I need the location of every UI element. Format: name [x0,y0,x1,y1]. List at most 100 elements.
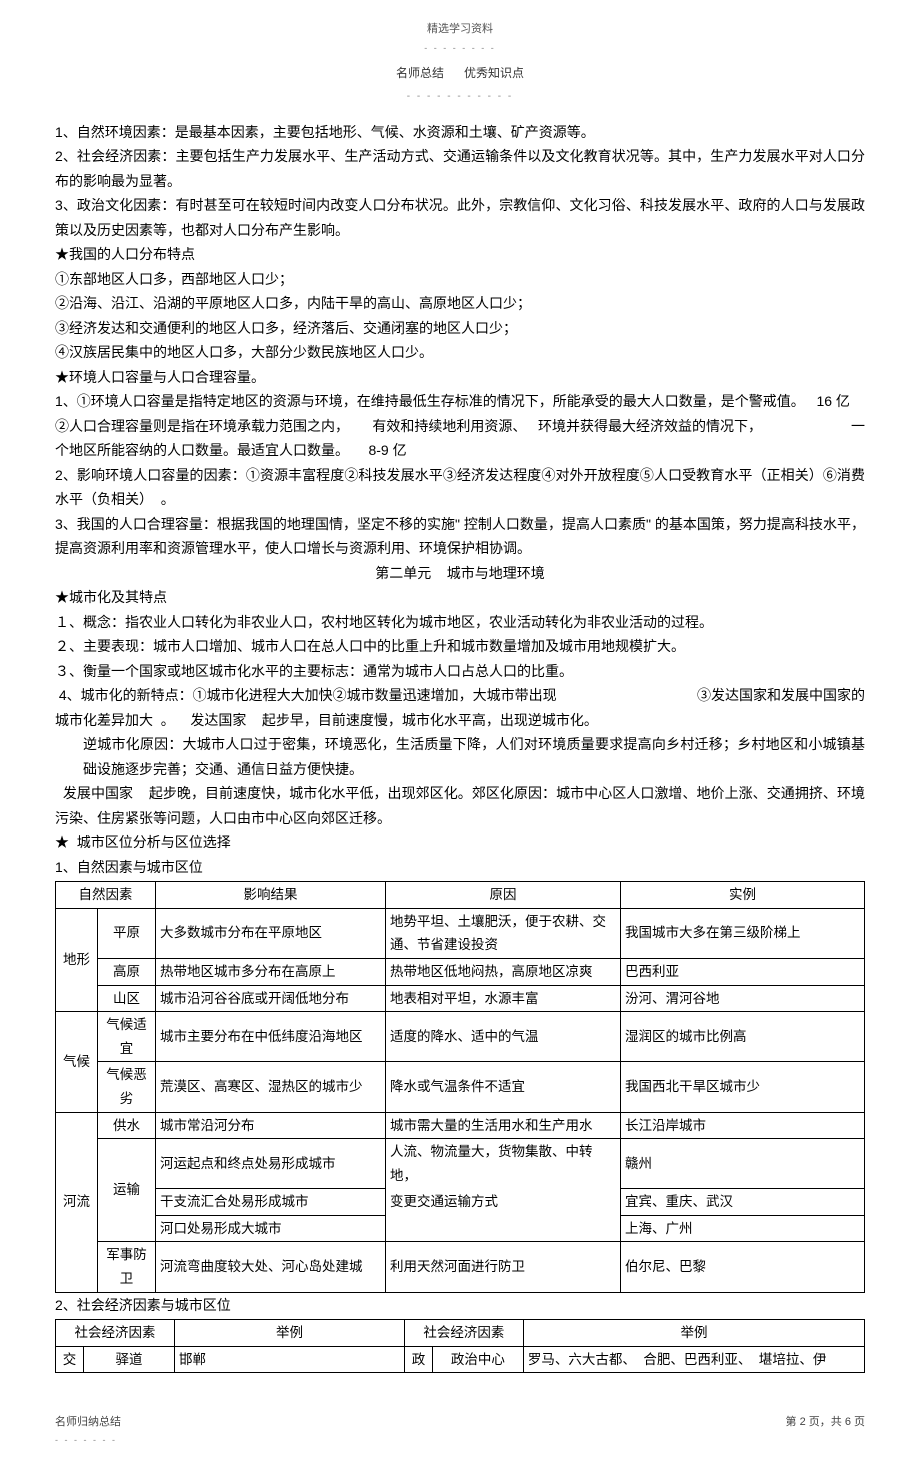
l1: ①东部地区人口多，西部地区人口少； [55,267,865,292]
footer-left-dots: - - - - - - - [55,1433,121,1449]
cell: 地表相对平坦，水源丰富 [386,985,621,1012]
cell: 运输 [98,1139,156,1242]
table-row: 干支流汇合处易形成城市 变更交通运输方式 宜宾、重庆、武汉 [56,1189,865,1216]
cell: 我国西北干旱区城市少 [621,1062,865,1112]
table-row: 山区 城市沿河谷谷底或开阔低地分布 地表相对平坦，水源丰富 汾河、渭河谷地 [56,985,865,1012]
table-row: 高原 热带地区城市多分布在高原上 热带地区低地闷热，高原地区凉爽 巴西利亚 [56,958,865,985]
u4b: 城市化差异加大 。 发达国家 起步早，目前速度慢，城市化水平高，出现逆城市化。 [55,708,865,733]
t1h: 1、自然因素与城市区位 [55,855,865,880]
h3: ★城市化及其特点 [55,585,865,610]
th: 举例 [174,1320,404,1347]
cell: 气候适宜 [98,1012,156,1062]
cell: 利用天然河面进行防卫 [386,1242,621,1292]
p5-line: ②人口合理容量则是指在环境承载力范围之内， 有效和持续地利用资源、 环境并获得最… [55,414,865,439]
top-meta-label: 精选学习资料 [55,20,865,39]
table-row: 社会经济因素 举例 社会经济因素 举例 [56,1320,865,1347]
cell: 人流、物流量大，货物集散、中转地， [386,1139,621,1189]
cell: 平原 [98,908,156,958]
table-row: 交 驿道 邯郸 政 政治中心 罗马、六大古都、 合肥、巴西利亚、 堪培拉、伊 [56,1346,865,1373]
cell: 地形 [56,908,98,1012]
cell: 湿润区的城市比例高 [621,1012,865,1062]
table-row: 运输 河运起点和终点处易形成城市 人流、物流量大，货物集散、中转地， 赣州 [56,1139,865,1189]
header-line: 名师总结 优秀知识点 [55,63,865,84]
footer-left-text: 名师归纳总结 [55,1413,121,1432]
l4: ④汉族居民集中的地区人口多，大部分少数民族地区人口少。 [55,340,865,365]
h2: ★环境人口容量与人口合理容量。 [55,365,865,390]
u3: ３、衡量一个国家或地区城市化水平的主要标志：通常为城市人口占总人口的比重。 [55,659,865,684]
h4: ★ 城市区位分析与区位选择 [55,830,865,855]
th-effect: 影响结果 [156,882,386,909]
th: 举例 [523,1320,864,1347]
knowledge-points: 优秀知识点 [464,66,524,80]
u6: 发展中国家 起步晚，目前速度快，城市化水平低，出现郊区化。郊区化原因：城市中心区… [55,781,865,830]
cell: 邯郸 [174,1346,404,1373]
table-social-factors: 社会经济因素 举例 社会经济因素 举例 交 驿道 邯郸 政 政治中心 罗马、六大… [55,1319,865,1373]
cell: 伯尔尼、巴黎 [621,1242,865,1292]
cell: 热带地区低地闷热，高原地区凉爽 [386,958,621,985]
p5b: 个地区所能容纳的人口数量。最适宜人口数量。 8-9 亿 [55,438,865,463]
section-2-title: 第二单元 城市与地理环境 [55,561,865,586]
cell: 河流弯曲度较大处、河心岛处建城 [156,1242,386,1292]
p1: 1、自然环境因素：是最基本因素，主要包括地形、气候、水资源和土壤、矿产资源等。 [55,120,865,145]
cell: 山区 [98,985,156,1012]
cell: 宜宾、重庆、武汉 [621,1189,865,1216]
l3: ③经济发达和交通便利的地区人口多，经济落后、交通闭塞的地区人口少； [55,316,865,341]
cell: 上海、广州 [621,1215,865,1242]
table-row: 军事防卫 河流弯曲度较大处、河心岛处建城 利用天然河面进行防卫 伯尔尼、巴黎 [56,1242,865,1292]
u4-right: ③发达国家和发展中国家的 [697,683,865,708]
table-row: 自然因素 影响结果 原因 实例 [56,882,865,909]
cell: 军事防卫 [98,1242,156,1292]
cell: 气候恶劣 [98,1062,156,1112]
cell: 城市需大量的生活用水和生产用水 [386,1112,621,1139]
table-natural-factors: 自然因素 影响结果 原因 实例 地形 平原 大多数城市分布在平原地区 地势平坦、… [55,881,865,1293]
main-content: 1、自然环境因素：是最基本因素，主要包括地形、气候、水资源和土壤、矿产资源等。 … [55,120,865,1374]
u1: １、概念：指农业人口转化为非农业人口，农村地区转化为城市地区，农业活动转化为非农… [55,610,865,635]
table-row: 地形 平原 大多数城市分布在平原地区 地势平坦、土壤肥沃，便于农耕、交通、节省建… [56,908,865,958]
cell: 河流 [56,1112,98,1292]
cell: 干支流汇合处易形成城市 [156,1189,386,1216]
h1: ★我国的人口分布特点 [55,242,865,267]
page-footer: 名师归纳总结 - - - - - - - 第 2 页，共 6 页 [55,1413,865,1448]
cell: 罗马、六大古都、 合肥、巴西利亚、 堪培拉、伊 [523,1346,864,1373]
cell: 荒漠区、高寒区、湿热区的城市少 [156,1062,386,1112]
u4-line: 4、城市化的新特点：①城市化进程大大加快②城市数量迅速增加，大城市带出现 ③发达… [55,683,865,708]
cell: 降水或气温条件不适宜 [386,1062,621,1112]
cell: 高原 [98,958,156,985]
th-factor: 自然因素 [56,882,156,909]
cell: 巴西利亚 [621,958,865,985]
p4a: 1、①环境人口容量是指特定地区的资源与环境，在维持最低生存标准的情况下，所能承受… [55,389,865,414]
p5-left: ②人口合理容量则是指在环境承载力范围之内， 有效和持续地利用资源、 环境并获得最… [55,414,762,439]
cell: 大多数城市分布在平原地区 [156,908,386,958]
th-reason: 原因 [386,882,621,909]
cell: 城市常沿河分布 [156,1112,386,1139]
th-example: 实例 [621,882,865,909]
cell: 城市主要分布在中低纬度沿海地区 [156,1012,386,1062]
cell: 适度的降水、适中的气温 [386,1012,621,1062]
table-row: 气候恶劣 荒漠区、高寒区、湿热区的城市少 降水或气温条件不适宜 我国西北干旱区城… [56,1062,865,1112]
cell: 驿道 [84,1346,175,1373]
th: 社会经济因素 [56,1320,175,1347]
p6: 2、影响环境人口容量的因素：①资源丰富程度②科技发展水平③经济发达程度④对外开放… [55,463,865,512]
cell: 变更交通运输方式 [386,1189,621,1242]
p5-right: 一 [851,414,865,439]
cell: 汾河、渭河谷地 [621,985,865,1012]
table-row: 河流 供水 城市常沿河分布 城市需大量的生活用水和生产用水 长江沿岸城市 [56,1112,865,1139]
u2: ２、主要表现：城市人口增加、城市人口在总人口中的比重上升和城市数量增加及城市用地… [55,634,865,659]
p2: 2、社会经济因素：主要包括生产力发展水平、生产活动方式、交通运输条件以及文化教育… [55,144,865,193]
cell: 政治中心 [432,1346,523,1373]
cell: 我国城市大多在第三级阶梯上 [621,908,865,958]
cell: 供水 [98,1112,156,1139]
cell: 气候 [56,1012,98,1113]
u4-left: 4、城市化的新特点：①城市化进程大大加快②城市数量迅速增加，大城市带出现 [55,683,557,708]
l2: ②沿海、沿江、沿湖的平原地区人口多，内陆干旱的高山、高原地区人口少； [55,291,865,316]
p3: 3、政治文化因素：有时甚至可在较短时间内改变人口分布状况。此外，宗教信仰、文化习… [55,193,865,242]
cell: 交 [56,1346,84,1373]
t2h: 2、社会经济因素与城市区位 [55,1293,865,1318]
table-row: 气候 气候适宜 城市主要分布在中低纬度沿海地区 适度的降水、适中的气温 湿润区的… [56,1012,865,1062]
th: 社会经济因素 [404,1320,523,1347]
u5: 逆城市化原因：大城市人口过于密集，环境恶化，生活质量下降，人们对环境质量要求提高… [55,732,865,781]
teacher-summary: 名师总结 [396,66,444,80]
p7: 3、我国的人口合理容量：根据我国的地理国情，坚定不移的实施" 控制人口数量，提高… [55,512,865,561]
footer-page-number: 第 2 页，共 6 页 [786,1413,865,1448]
header-dashes: - - - - - - - - - - - [55,88,865,106]
